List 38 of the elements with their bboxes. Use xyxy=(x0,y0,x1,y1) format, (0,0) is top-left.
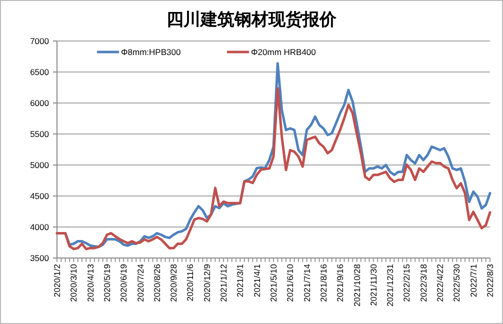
x-tick-label: 2020/12/9 xyxy=(202,264,212,302)
x-tick-label: 2020/1/2 xyxy=(52,264,62,298)
x-tick-label: 2020/3/10 xyxy=(68,264,79,302)
x-tick-label: 2020/8/26 xyxy=(152,264,162,302)
x-tick-label: 2021/4/1 xyxy=(252,264,262,298)
x-tick-label: 2022/7/1 xyxy=(468,264,478,298)
x-tick-label: 2022/3/18 xyxy=(418,264,428,302)
x-tick-label: 2022/2/15 xyxy=(402,264,412,302)
x-tick-label: 2021/8/16 xyxy=(318,264,328,302)
x-tick-label: 2021/7/14 xyxy=(302,264,312,302)
y-tick-label: 3500 xyxy=(30,253,50,263)
legend-label: Φ20mm HRB400 xyxy=(251,47,316,57)
x-tick-label: 2021/11/30 xyxy=(368,264,378,306)
x-tick-label: 2020/11/6 xyxy=(185,264,196,302)
x-tick-label: 2021/3/1 xyxy=(235,264,246,298)
y-tick-label: 6000 xyxy=(30,98,50,108)
x-tick-label: 2021/10/28 xyxy=(352,264,362,307)
y-tick-label: 5500 xyxy=(30,129,50,139)
x-tick-label: 2020/7/24 xyxy=(135,264,146,302)
y-tick-label: 4500 xyxy=(30,191,50,201)
x-tick-label: 2020/9/28 xyxy=(168,264,179,302)
x-tick-label: 2022/8/3 xyxy=(485,264,495,298)
x-tick-label: 2021/6/10 xyxy=(285,264,296,302)
y-tick-label: 5000 xyxy=(30,160,50,170)
y-tick-label: 4000 xyxy=(30,222,50,232)
x-tick-label: 2021/5/10 xyxy=(268,264,278,302)
x-tick-label: 2022/4/22 xyxy=(435,264,446,302)
y-tick-label: 6500 xyxy=(30,67,50,77)
chart-title: 四川建筑钢材现货报价 xyxy=(166,10,338,29)
legend-label: Φ8mm:HPB300 xyxy=(121,47,181,57)
x-tick-label: 2020/6/19 xyxy=(118,264,129,302)
x-tick-label: 2021/9/16 xyxy=(335,264,346,302)
x-tick-label: 2022/5/30 xyxy=(452,264,462,302)
y-tick-label: 7000 xyxy=(30,36,50,46)
x-tick-label: 2020/4/13 xyxy=(85,264,96,302)
x-tick-label: 2021/12/31 xyxy=(385,264,396,307)
x-tick-label: 2020/5/19 xyxy=(102,264,112,302)
x-tick-label: 2021/1/12 xyxy=(218,264,229,302)
